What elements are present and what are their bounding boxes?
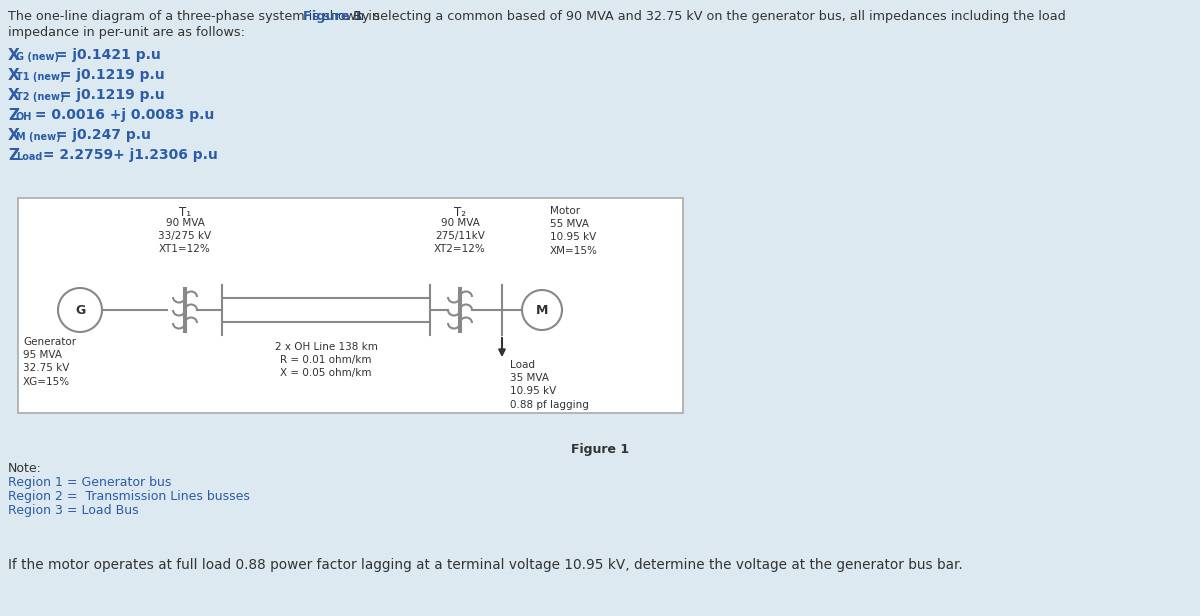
Text: If the motor operates at full load 0.88 power factor lagging at a terminal volta: If the motor operates at full load 0.88 …: [8, 558, 962, 572]
Text: . By selecting a common based of 90 MVA and 32.75 kV on the generator bus, all i: . By selecting a common based of 90 MVA …: [344, 10, 1066, 23]
Text: G (new): G (new): [16, 52, 59, 62]
FancyBboxPatch shape: [18, 198, 683, 413]
Text: M: M: [536, 304, 548, 317]
Text: T1 (new): T1 (new): [16, 72, 65, 82]
Text: Z: Z: [8, 148, 19, 163]
Text: Figure 1: Figure 1: [571, 443, 629, 456]
Text: X: X: [8, 48, 19, 63]
Text: 2 x OH Line 138 km
R = 0.01 ohm/km
X = 0.05 ohm/km: 2 x OH Line 138 km R = 0.01 ohm/km X = 0…: [275, 342, 378, 378]
Text: Figure 1: Figure 1: [304, 10, 364, 23]
Text: Generator
95 MVA
32.75 kV
XG=15%: Generator 95 MVA 32.75 kV XG=15%: [23, 337, 76, 387]
Text: T₁: T₁: [179, 206, 191, 219]
Text: = j0.1421 p.u: = j0.1421 p.u: [50, 48, 161, 62]
Text: OH: OH: [16, 112, 32, 122]
Text: = j0.1219 p.u: = j0.1219 p.u: [55, 88, 164, 102]
Text: = 0.0016 +j 0.0083 p.u: = 0.0016 +j 0.0083 p.u: [30, 108, 215, 122]
Text: Region 3 = Load Bus: Region 3 = Load Bus: [8, 504, 139, 517]
Text: Region 2 =  Transmission Lines busses: Region 2 = Transmission Lines busses: [8, 490, 250, 503]
Text: Load: Load: [16, 152, 42, 162]
Text: Note:: Note:: [8, 462, 42, 475]
Text: Region 1 = Generator bus: Region 1 = Generator bus: [8, 476, 172, 489]
Text: = 2.2759+ j1.2306 p.u: = 2.2759+ j1.2306 p.u: [38, 148, 218, 162]
Text: Load
35 MVA
10.95 kV
0.88 pf lagging: Load 35 MVA 10.95 kV 0.88 pf lagging: [510, 360, 589, 410]
Text: Motor
55 MVA
10.95 kV
XM=15%: Motor 55 MVA 10.95 kV XM=15%: [550, 206, 598, 256]
Text: M (new): M (new): [16, 132, 61, 142]
Text: T2 (new): T2 (new): [16, 92, 65, 102]
Text: G: G: [74, 304, 85, 317]
Text: X: X: [8, 68, 19, 83]
Text: T₂: T₂: [454, 206, 466, 219]
Text: X: X: [8, 88, 19, 103]
Text: 90 MVA
275/11kV
XT2=12%: 90 MVA 275/11kV XT2=12%: [434, 218, 486, 254]
Text: = j0.247 p.u: = j0.247 p.u: [50, 128, 150, 142]
Text: X: X: [8, 128, 19, 143]
Text: impedance in per-unit are as follows:: impedance in per-unit are as follows:: [8, 26, 245, 39]
Text: Z: Z: [8, 108, 19, 123]
Text: = j0.1219 p.u: = j0.1219 p.u: [55, 68, 164, 82]
Text: The one-line diagram of a three-phase system is shown in: The one-line diagram of a three-phase sy…: [8, 10, 384, 23]
Text: 90 MVA
33/275 kV
XT1=12%: 90 MVA 33/275 kV XT1=12%: [158, 218, 211, 254]
